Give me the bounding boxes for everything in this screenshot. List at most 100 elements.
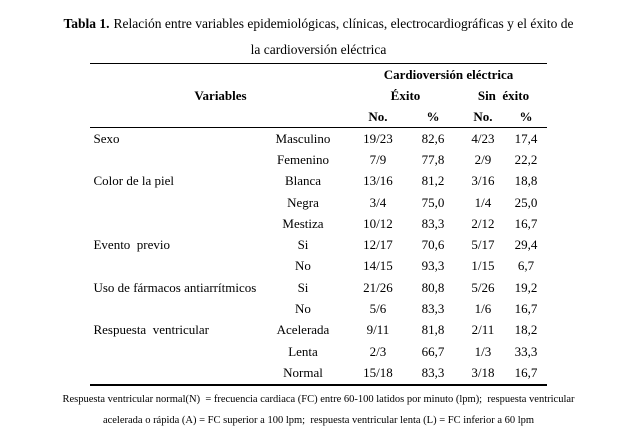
exito-pct-cell: 80,8	[421, 279, 445, 295]
header-sinexito-pct-label: %	[519, 108, 533, 124]
variable-cell	[90, 256, 255, 277]
sinexito-no-cell: 5/26	[471, 279, 495, 295]
header-group-label: Cardioversión eléctrica	[383, 66, 514, 82]
category-cell: Si	[297, 237, 309, 253]
exito-no-cell: 14/15	[363, 258, 393, 274]
exito-pct-cell: 83,3	[421, 301, 445, 317]
table-row: Evento previo Si 12/17 70,6 5/17 29,4	[90, 234, 546, 255]
exito-no-cell: 3/4	[369, 194, 387, 210]
sinexito-no-cell: 2/9	[474, 151, 492, 167]
exito-pct-cell: 70,6	[421, 237, 445, 253]
category-cell: Masculino	[275, 130, 331, 146]
exito-no-cell: 12/17	[363, 237, 393, 253]
variable-cell	[90, 149, 255, 170]
variable-cell	[90, 298, 255, 319]
table-row: Femenino 7/9 77,8 2/9 22,2	[90, 149, 546, 170]
exito-no-cell: 2/3	[369, 343, 387, 359]
table-row: Lenta 2/3 66,7 1/3 33,3	[90, 341, 546, 362]
sinexito-pct-cell: 6,7	[517, 258, 535, 274]
variable-cell: Sexo	[93, 130, 120, 146]
sinexito-no-cell: 3/16	[471, 173, 495, 189]
exito-pct-cell: 82,6	[421, 130, 445, 146]
table-title-label: Tabla 1.	[63, 16, 110, 31]
table-title-text-line2: la cardioversión eléctrica	[250, 42, 387, 57]
header-row-outcome: Variables Éxito Sin éxito	[90, 85, 546, 106]
header-empty-cell	[90, 64, 350, 86]
category-cell: Femenino	[276, 151, 329, 167]
category-cell: Blanca	[284, 173, 322, 189]
exito-pct-cell: 93,3	[421, 258, 445, 274]
variable-cell	[90, 362, 255, 384]
sinexito-pct-cell: 18,8	[514, 173, 538, 189]
header-row-group: Cardioversión eléctrica	[90, 64, 546, 86]
table-body: Sexo Masculino 19/23 82,6 4/23 17,4 Femenino 7/…	[90, 128, 546, 385]
sinexito-pct-cell: 16,7	[514, 364, 538, 380]
category-cell: Si	[297, 279, 309, 295]
footnote-line-1: Respuesta ventricular normal(N) = frecue…	[62, 393, 575, 405]
table-row: No 5/6 83,3 1/6 16,7	[90, 298, 546, 319]
cardioversion-table: Cardioversión eléctrica Variables Éxito …	[90, 63, 547, 386]
exito-no-cell: 7/9	[369, 151, 387, 167]
exito-pct-cell: 83,3	[421, 364, 445, 380]
table-row: Negra 3/4 75,0 1/4 25,0	[90, 192, 546, 213]
sinexito-no-cell: 1/6	[474, 301, 492, 317]
table-row: Respuesta ventricular Acelerada 9/11 81,8 2/…	[90, 320, 546, 341]
variable-cell: Evento previo	[93, 237, 171, 253]
exito-pct-cell: 81,8	[421, 322, 445, 338]
header-sinexito-no-label: No.	[473, 108, 493, 124]
table-header: Cardioversión eléctrica Variables Éxito …	[90, 64, 547, 128]
table-row: No 14/15 93,3 1/15 6,7	[90, 256, 546, 277]
exito-pct-cell: 81,2	[421, 173, 445, 189]
sinexito-pct-cell: 18,2	[514, 322, 538, 338]
sinexito-pct-cell: 33,3	[514, 343, 538, 359]
sinexito-no-cell: 1/15	[471, 258, 495, 274]
exito-pct-cell: 75,0	[421, 194, 445, 210]
category-cell: Lenta	[288, 343, 318, 359]
sinexito-pct-cell: 17,4	[514, 130, 538, 146]
table-row: Color de la piel Blanca 13/16 81,2 3/16 18,8	[90, 171, 546, 192]
variable-cell	[90, 213, 255, 234]
variable-cell	[90, 341, 255, 362]
sinexito-no-cell: 2/11	[471, 322, 495, 338]
exito-pct-cell: 66,7	[421, 343, 445, 359]
header-sin-exito-label: Sin éxito	[477, 87, 530, 103]
exito-no-cell: 9/11	[366, 322, 390, 338]
table-row: Mestiza 10/12 83,3 2/12 16,7	[90, 213, 546, 234]
exito-no-cell: 5/6	[369, 301, 387, 317]
exito-no-cell: 15/18	[363, 364, 393, 380]
sinexito-pct-cell: 29,4	[514, 237, 538, 253]
category-cell: Negra	[287, 194, 319, 210]
sinexito-pct-cell: 25,0	[514, 194, 538, 210]
sinexito-pct-cell: 22,2	[514, 151, 538, 167]
sinexito-pct-cell: 16,7	[514, 301, 538, 317]
variable-cell	[90, 192, 255, 213]
header-exito-pct-label: %	[426, 108, 440, 124]
sinexito-pct-cell: 16,7	[514, 215, 538, 231]
sinexito-no-cell: 1/4	[474, 194, 492, 210]
table-title: Tabla 1. Relación entre variables epidemi…	[0, 0, 637, 63]
table-title-text-line1: Relación entre variables epidemiológicas…	[113, 16, 574, 31]
category-cell: No	[295, 258, 311, 274]
exito-no-cell: 19/23	[363, 130, 393, 146]
header-row-measures: No. % No. %	[90, 106, 546, 128]
header-empty-cell	[90, 106, 350, 128]
variable-cell: Uso de fármacos antiarrítmicos	[93, 279, 257, 295]
variable-cell: Respuesta ventricular	[93, 322, 209, 338]
sinexito-pct-cell: 19,2	[514, 279, 538, 295]
sinexito-no-cell: 3/18	[471, 364, 495, 380]
sinexito-no-cell: 1/3	[474, 343, 492, 359]
header-variables-label: Variables	[194, 87, 247, 103]
sinexito-no-cell: 4/23	[471, 130, 495, 146]
category-cell: Acelerada	[276, 322, 330, 338]
sinexito-no-cell: 2/12	[471, 215, 495, 231]
exito-pct-cell: 83,3	[421, 215, 445, 231]
table-row: Uso de fármacos antiarrítmicos Si 21/26 80,…	[90, 277, 546, 298]
category-cell: Mestiza	[282, 215, 324, 231]
header-exito-label: Éxito	[390, 87, 421, 103]
footnote-line-2: acelerada o rápida (A) = FC superior a 1…	[102, 414, 535, 426]
sinexito-no-cell: 5/17	[471, 237, 495, 253]
table-footnote: Respuesta ventricular normal(N) = frecue…	[0, 389, 637, 429]
table-row: Normal 15/18 83,3 3/18 16,7	[90, 362, 546, 384]
header-exito-no-label: No.	[368, 108, 388, 124]
